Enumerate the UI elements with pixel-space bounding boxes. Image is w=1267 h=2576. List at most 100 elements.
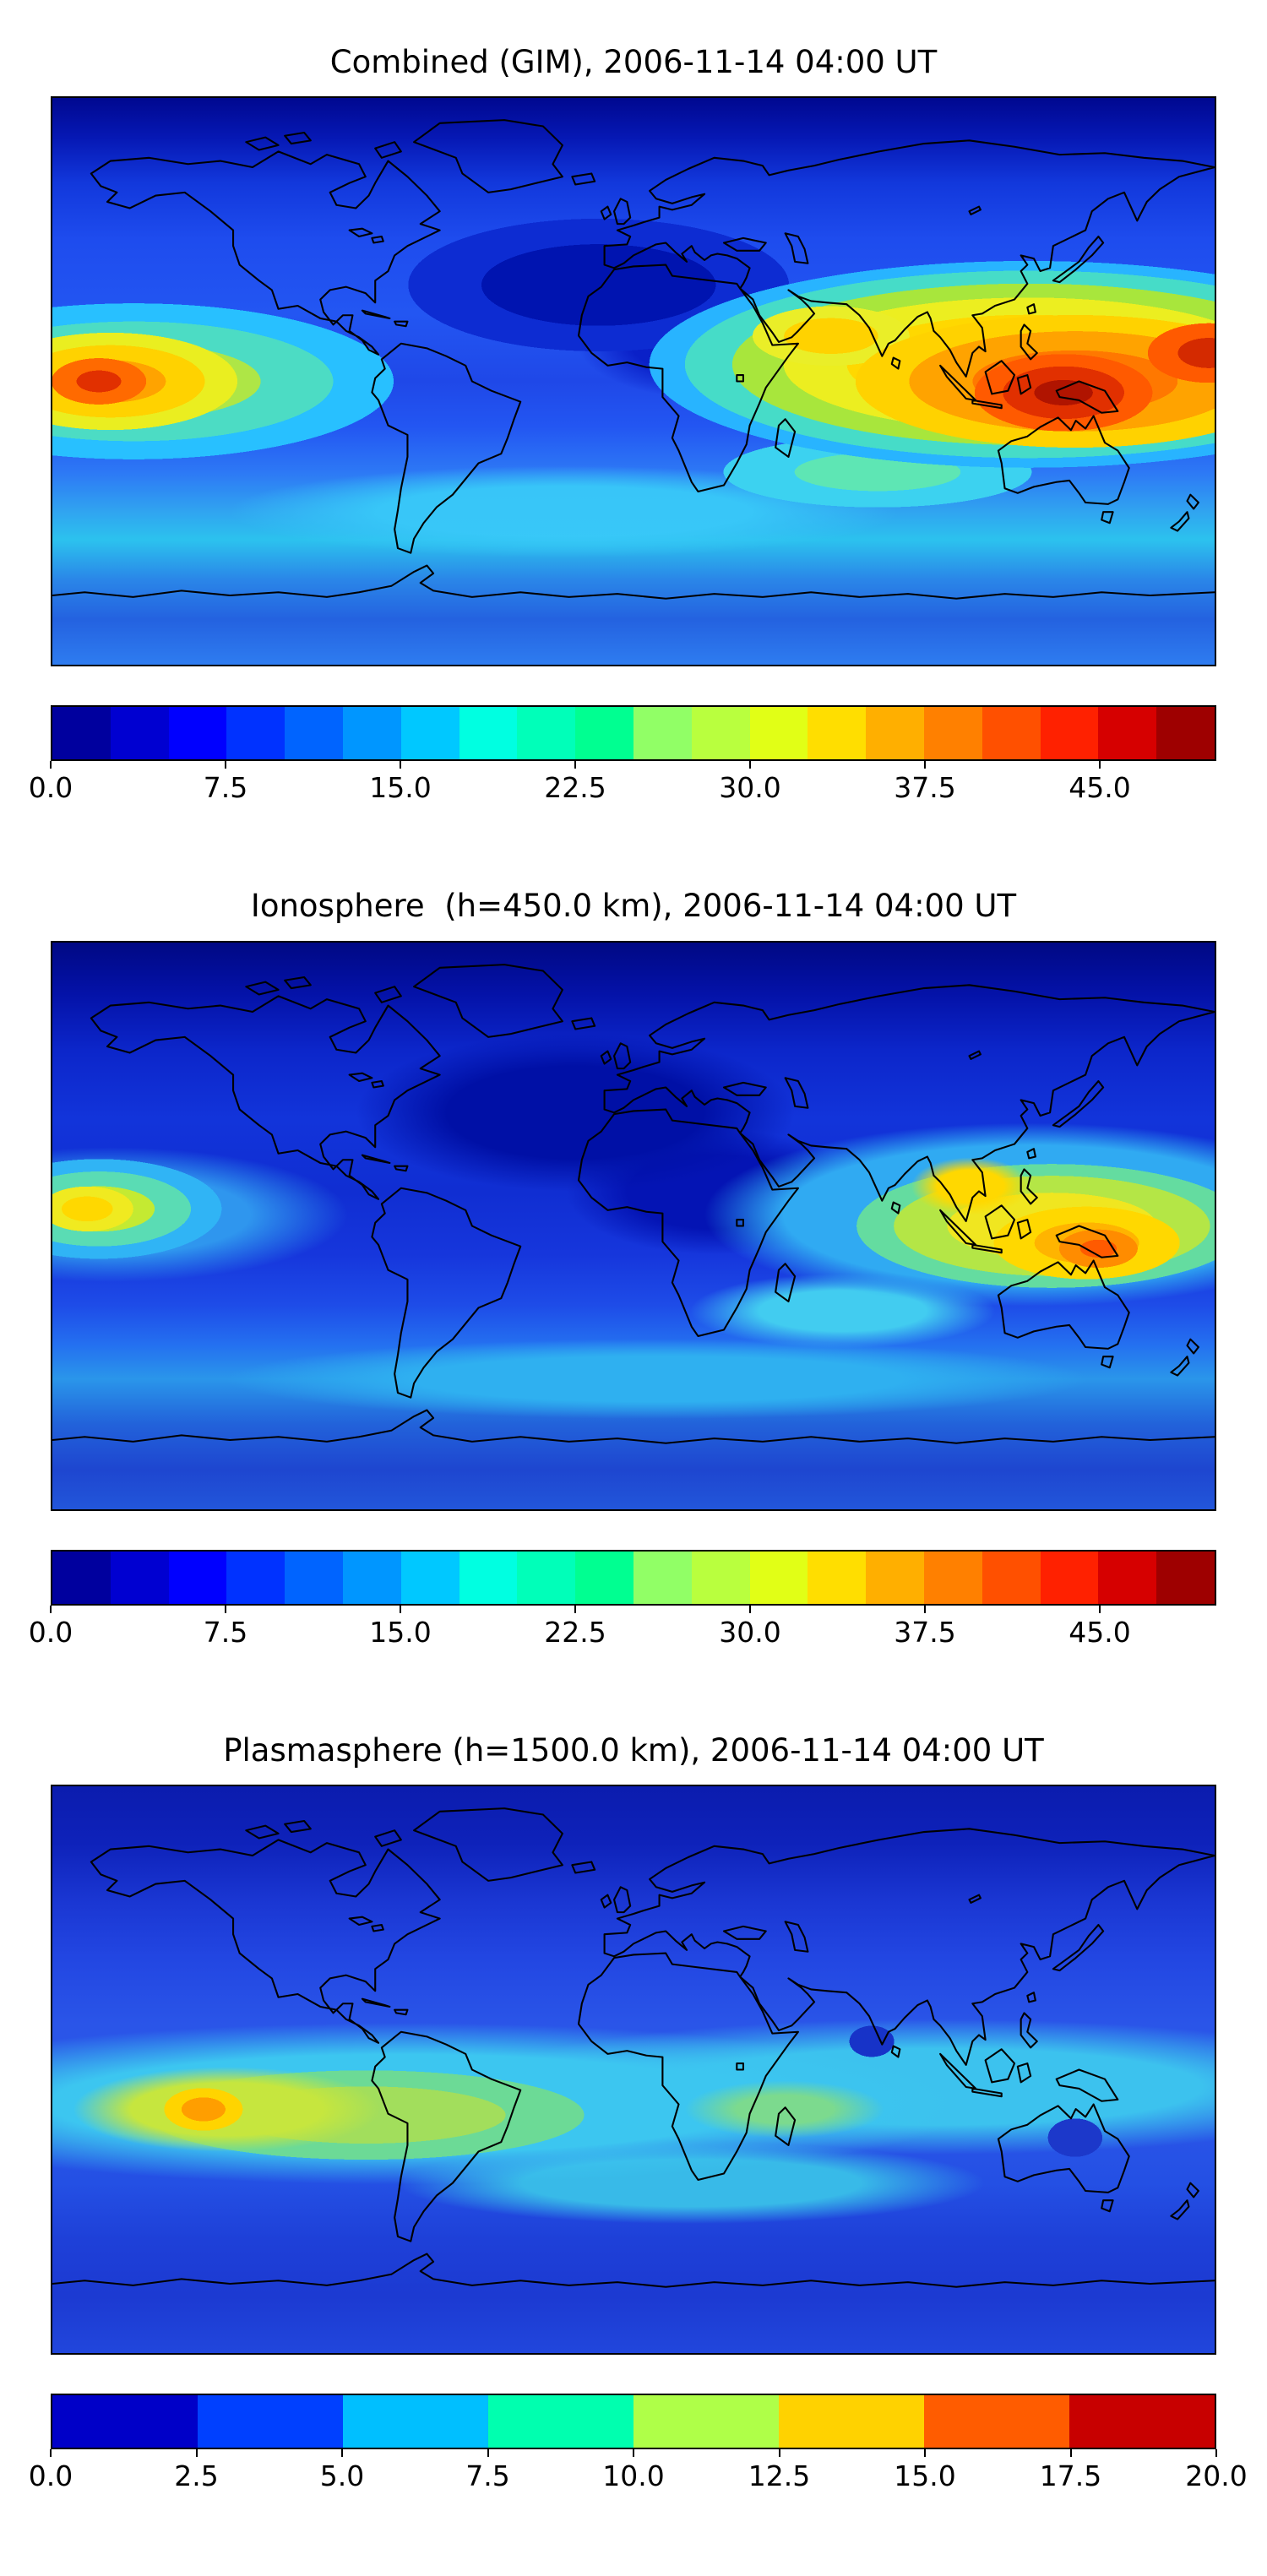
colorbar-segment (923, 1551, 982, 1604)
colorbar-tick-label: 30.0 (719, 1615, 781, 1649)
colorbar-combined: 0.0 7.5 15.0 22.5 30.0 37.5 45.0 (29, 705, 1216, 810)
colorbar-tick-mark (487, 2449, 489, 2458)
colorbar-segment (691, 1551, 750, 1604)
coastline-overlay (52, 119, 1215, 601)
colorbar-tick-mark (633, 2449, 634, 2458)
colorbar-tick-mark (225, 1605, 226, 1613)
colorbar-segment (459, 707, 518, 760)
colorbar-tick-label: 12.5 (748, 2459, 811, 2493)
map-plasmasphere (51, 1785, 1216, 2356)
colorbar-segment (982, 707, 1041, 760)
colorbar-bar (51, 705, 1216, 762)
colorbar-segment (1040, 707, 1099, 760)
colorbar-tick-label: 22.5 (544, 771, 606, 805)
colorbar-tick-label: 37.5 (894, 771, 956, 805)
colorbar-tick-label: 0.0 (28, 771, 73, 805)
colorbar-segment (749, 1551, 808, 1604)
colorbar-ionosphere: 0.0 7.5 15.0 22.5 30.0 37.5 45.0 (29, 1549, 1216, 1655)
colorbar-ticks: 0.0 7.5 15.0 22.5 30.0 37.5 45.0 (29, 1605, 1216, 1655)
colorbar-segment (400, 1551, 459, 1604)
colorbar-tick-label: 0.0 (28, 1615, 73, 1649)
colorbar-tick-mark (924, 761, 926, 769)
colorbar-segment (575, 1551, 634, 1604)
colorbar-segment (343, 2395, 488, 2448)
colorbar-tick-mark (749, 1605, 751, 1613)
colorbar-segment (866, 707, 924, 760)
colorbar-segment (691, 707, 750, 760)
colorbar-segment (575, 707, 634, 760)
colorbar-segment (342, 1551, 401, 1604)
colorbar-segment (400, 707, 459, 760)
colorbar-segment (168, 707, 227, 760)
panel-ionosphere: Ionosphere (h=450.0 km), 2006-11-14 04:0… (29, 888, 1216, 1655)
panel-title-ionosphere: Ionosphere (h=450.0 km), 2006-11-14 04:0… (250, 888, 1017, 925)
colorbar-segment (749, 707, 808, 760)
map-combined (51, 96, 1216, 667)
colorbar-tick-mark (1099, 1605, 1101, 1613)
colorbar-segment (1156, 1551, 1215, 1604)
colorbar-segment (1069, 2395, 1215, 2448)
panel-plasmasphere: Plasmasphere (h=1500.0 km), 2006-11-14 0… (29, 1731, 1248, 2498)
tec-field-ionosphere (52, 942, 1215, 1509)
colorbar-tick-mark (749, 761, 751, 769)
colorbar-tick-label: 45.0 (1069, 771, 1131, 805)
colorbar-segment (342, 707, 401, 760)
colorbar-segment (517, 1551, 576, 1604)
colorbar-tick-mark (1099, 761, 1101, 769)
tec-field-plasmasphere (52, 1786, 1215, 2354)
colorbar-segment (924, 2395, 1069, 2448)
colorbar-segment (488, 2395, 634, 2448)
colorbar-tick-label: 37.5 (894, 1615, 956, 1649)
colorbar-segment (52, 2395, 198, 2448)
colorbar-tick-label: 10.0 (602, 2459, 665, 2493)
panel-combined: Combined (GIM), 2006-11-14 04:00 UT 0.0 7… (29, 44, 1216, 810)
colorbar-tick-mark (400, 1605, 401, 1613)
colorbar-segment (808, 1551, 867, 1604)
colorbar-segment (285, 1551, 343, 1604)
colorbar-segment (866, 1551, 924, 1604)
colorbar-tick-mark (50, 2449, 52, 2458)
colorbar-ticks: 0.0 7.5 15.0 22.5 30.0 37.5 45.0 (29, 761, 1216, 810)
colorbar-tick-mark (50, 1605, 52, 1613)
colorbar-segment (226, 1551, 285, 1604)
colorbar-segment (52, 1551, 111, 1604)
colorbar-tick-label: 15.0 (369, 1615, 432, 1649)
colorbar-tick-label: 5.0 (319, 2459, 365, 2493)
colorbar-tick-mark (195, 2449, 198, 2458)
colorbar-bar (51, 2394, 1216, 2450)
colorbar-tick-label: 22.5 (544, 1615, 606, 1649)
colorbar-segment (110, 707, 169, 760)
colorbar-segment (198, 2395, 343, 2448)
colorbar-tick-mark (1215, 2449, 1217, 2458)
colorbar-tick-label: 15.0 (369, 771, 432, 805)
colorbar-tick-label: 20.0 (1185, 2459, 1248, 2493)
colorbar-segment (779, 2395, 924, 2448)
colorbar-plasmasphere: 0.0 2.5 5.0 7.5 10.0 12.5 15.0 17.5 20.0 (29, 2394, 1248, 2498)
colorbar-tick-mark (225, 761, 226, 769)
colorbar-tick-label: 7.5 (465, 2459, 510, 2493)
colorbar-tick-mark (400, 761, 401, 769)
colorbar-segment (517, 707, 576, 760)
panel-title-plasmasphere: Plasmasphere (h=1500.0 km), 2006-11-14 0… (223, 1731, 1044, 1769)
colorbar-segment (1040, 1551, 1099, 1604)
colorbar-tick-label: 15.0 (894, 2459, 956, 2493)
colorbar-segment (168, 1551, 227, 1604)
colorbar-tick-label: 0.0 (28, 2459, 73, 2493)
colorbar-segment (808, 707, 867, 760)
colorbar-segment (110, 1551, 169, 1604)
colorbar-tick-mark (341, 2449, 343, 2458)
colorbar-segment (633, 1551, 692, 1604)
colorbar-tick-mark (778, 2449, 780, 2458)
colorbar-tick-label: 2.5 (174, 2459, 219, 2493)
colorbar-tick-mark (574, 761, 576, 769)
colorbar-segment (923, 707, 982, 760)
coastline-overlay (52, 963, 1215, 1444)
colorbar-tick-mark (574, 1605, 576, 1613)
colorbar-ticks: 0.0 2.5 5.0 7.5 10.0 12.5 15.0 17.5 20.0 (29, 2449, 1248, 2498)
colorbar-tick-label: 17.5 (1039, 2459, 1102, 2493)
colorbar-bar (51, 1549, 1216, 1606)
colorbar-segment (285, 707, 343, 760)
colorbar-segment (459, 1551, 518, 1604)
colorbar-segment (226, 707, 285, 760)
